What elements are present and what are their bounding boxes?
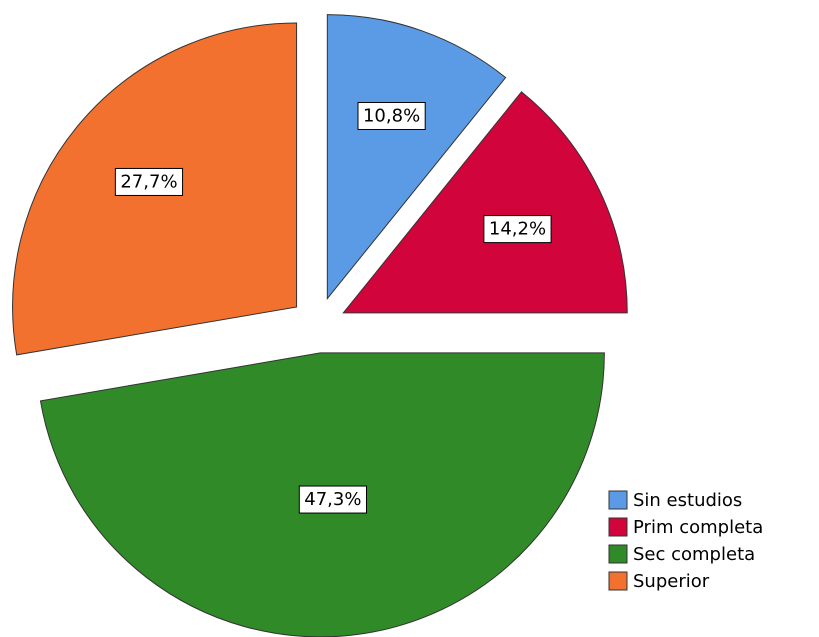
data-label-box — [114, 167, 184, 196]
legend-swatch — [608, 517, 628, 537]
legend-label: Prim completa — [633, 517, 763, 538]
pie-slice — [342, 91, 628, 314]
data-label: 47,3% — [304, 489, 361, 510]
data-label: 10,8% — [363, 105, 420, 126]
data-label-box — [298, 485, 367, 514]
data-label-box — [357, 101, 426, 130]
data-label: 14,2% — [489, 219, 546, 240]
legend-label: Superior — [633, 571, 710, 592]
legend-swatch — [608, 490, 628, 510]
legend-label: Sec completa — [633, 544, 755, 565]
legend-swatch — [608, 544, 628, 564]
data-label-box — [483, 215, 552, 244]
legend-label: Sin estudios — [633, 490, 742, 511]
data-label: 27,7% — [120, 171, 177, 192]
legend-swatch — [608, 571, 628, 591]
pie-slice — [326, 14, 507, 301]
